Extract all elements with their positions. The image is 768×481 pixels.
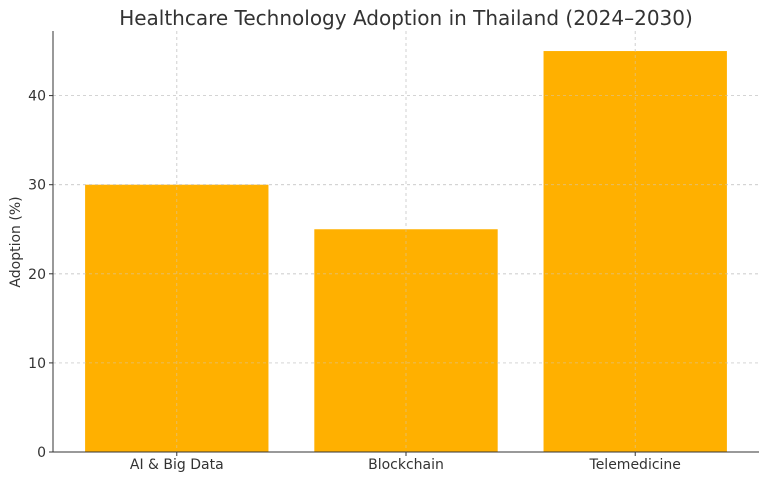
y-tick-label: 30 bbox=[28, 178, 46, 194]
y-tick-label: 40 bbox=[28, 89, 46, 105]
bar bbox=[314, 229, 498, 452]
y-ticks: 0 10 20 30 40 bbox=[28, 89, 53, 461]
x-tick-label: Telemedicine bbox=[589, 457, 681, 473]
y-tick-label: 0 bbox=[37, 445, 46, 461]
x-ticks: AI & Big Data Blockchain Telemedicine bbox=[130, 452, 681, 473]
chart-title: Healthcare Technology Adoption in Thaila… bbox=[119, 6, 693, 30]
x-tick-label: AI & Big Data bbox=[130, 457, 224, 473]
y-tick-label: 20 bbox=[28, 267, 46, 283]
y-tick-label: 10 bbox=[28, 356, 46, 372]
grid-lines-overlay bbox=[53, 31, 759, 452]
x-tick-label: Blockchain bbox=[368, 457, 444, 473]
y-axis-label: Adoption (%) bbox=[8, 196, 24, 287]
